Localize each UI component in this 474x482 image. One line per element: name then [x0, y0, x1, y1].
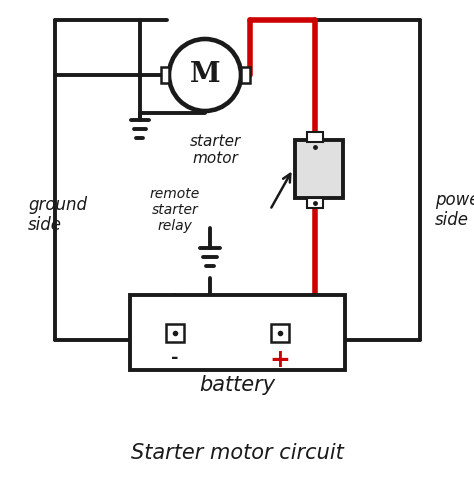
Bar — [241, 67, 250, 83]
Circle shape — [169, 39, 241, 111]
Text: ground
side: ground side — [28, 196, 87, 234]
Bar — [130, 295, 345, 370]
Text: remote
starter
relay: remote starter relay — [150, 187, 200, 233]
Bar — [271, 323, 289, 342]
Bar — [307, 198, 323, 208]
Bar — [161, 67, 169, 83]
Bar — [307, 132, 323, 142]
Text: -: - — [171, 349, 179, 367]
Text: M: M — [190, 62, 220, 89]
Text: battery: battery — [199, 375, 275, 395]
Text: starter
motor: starter motor — [190, 134, 241, 166]
Bar — [295, 140, 343, 198]
Text: power
side: power side — [435, 190, 474, 229]
Text: +: + — [270, 348, 291, 372]
Bar — [166, 323, 184, 342]
Text: Starter motor circuit: Starter motor circuit — [131, 443, 343, 463]
